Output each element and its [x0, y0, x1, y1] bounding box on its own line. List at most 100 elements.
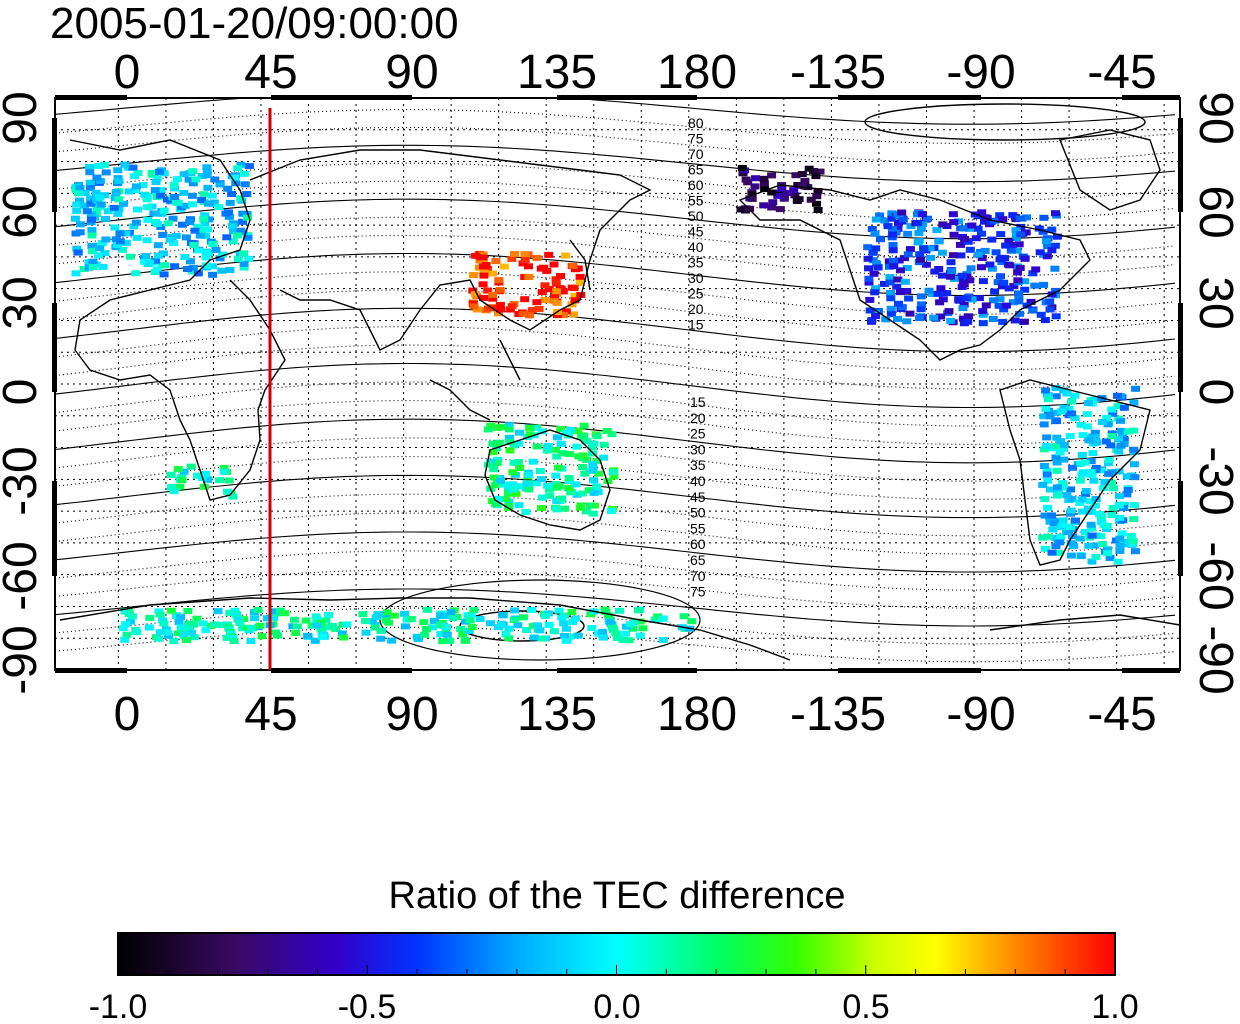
tec-patch-cell [962, 295, 972, 302]
tec-patch-cell [959, 281, 969, 288]
tec-patch-cell [813, 188, 823, 195]
tec-patch-cell [905, 310, 915, 317]
tec-patch-cell [448, 615, 458, 622]
tec-patch-cell [1009, 283, 1019, 290]
tec-patch-cell [1066, 540, 1076, 547]
right-tick-label: -90 [1189, 625, 1240, 694]
tec-patch-cell [566, 489, 576, 495]
tec-patch-cell [1059, 441, 1069, 448]
tec-patch-cell [561, 308, 571, 315]
tec-patch-cell [1053, 488, 1063, 495]
tec-patch-cell [188, 201, 197, 208]
tec-patch-cell [885, 279, 895, 286]
tec-patch-cell [918, 221, 928, 228]
tec-patch-cell [938, 221, 948, 228]
tec-patch-cell [197, 227, 206, 233]
right-tick-label: -30 [1189, 446, 1240, 515]
tec-patch-cell [575, 504, 585, 511]
tec-patch-cell [331, 626, 341, 632]
tec-patch-cell [635, 632, 645, 639]
contour-line [54, 289, 1176, 334]
contour-label: 20 [690, 410, 706, 426]
tec-patch-cell [956, 252, 966, 259]
tec-patch-cell [532, 299, 542, 306]
tec-patch-cell [495, 287, 505, 294]
tec-patch-cell [1058, 521, 1068, 528]
tec-patch-cell [613, 635, 623, 641]
tec-patch-cell [88, 264, 98, 270]
tec-patch-cell [999, 279, 1009, 286]
tec-patch-cell [606, 508, 616, 514]
top-tick-label: -45 [1087, 46, 1156, 99]
tec-patch-cell [438, 638, 448, 645]
tec-patch-cell [74, 190, 83, 197]
tec-patch-cell [131, 270, 141, 277]
tec-patch-cell [166, 607, 176, 614]
tec-patch-cell [782, 189, 792, 196]
tec-patch-cell [100, 215, 110, 222]
tec-patch-cell [587, 625, 597, 631]
tec-patch-cell [115, 230, 125, 237]
tec-patch-cell [813, 207, 823, 213]
tec-patch-cell [187, 629, 196, 636]
tec-patch-cell [900, 278, 910, 285]
colorbar-tick-marks [117, 965, 1116, 975]
tec-patch-cell [120, 636, 130, 643]
tec-patch-cell [1016, 223, 1026, 230]
tec-patch-cell [867, 317, 877, 324]
contour-label: 35 [688, 255, 704, 271]
tec-patch-cell [217, 267, 227, 274]
axis-tick-bars [52, 95, 1183, 673]
tec-patch-cell [514, 502, 524, 509]
tec-patch-cell [1114, 502, 1124, 509]
tec-patch-cell [948, 252, 958, 259]
tec-patch-cell [488, 270, 497, 277]
contour-label: 35 [690, 457, 706, 473]
colorbar-tick-label: 0.5 [842, 988, 889, 1024]
tec-patch-cell [497, 620, 506, 627]
tec-patch-cell [73, 249, 83, 256]
tec-patch-cell [599, 634, 608, 641]
contour-label: 30 [688, 270, 704, 286]
contour-label: 80 [688, 115, 704, 131]
tec-patch-cell [759, 175, 769, 182]
tec-patch-cell [535, 468, 545, 474]
tec-patch-cell [465, 617, 475, 624]
tec-patch-cell [1079, 469, 1088, 476]
tec-patch-cell [96, 201, 106, 208]
tec-patch-cell [120, 161, 130, 168]
tec-patch-cell [895, 267, 905, 274]
bottom-tick-label: 90 [385, 688, 438, 741]
tec-patch-cell [987, 265, 997, 272]
tec-patch-cell [469, 272, 479, 279]
tec-patch-cell [229, 228, 239, 235]
tec-patch-cell [1043, 533, 1053, 540]
tec-patch-cell [539, 264, 549, 271]
tec-patch-cell [556, 440, 566, 447]
tec-patch-cell [1039, 413, 1049, 420]
tec-patch-cell [601, 608, 611, 615]
tec-patch-cell [535, 627, 545, 634]
tec-patch-cell [545, 492, 555, 499]
tec-patch-cell [72, 207, 82, 214]
tec-patch-cell [924, 287, 934, 294]
tec-patch-cell [163, 220, 173, 227]
contour-line [54, 307, 1176, 353]
tec-patch-cell [162, 196, 172, 203]
tec-patch-cell [1042, 467, 1052, 474]
tec-patch-cell [995, 212, 1005, 219]
contour-line [54, 216, 1176, 259]
tec-patch-cell [815, 168, 825, 175]
tec-patch-cell [1066, 507, 1076, 514]
tec-patch-cell [467, 624, 477, 631]
tec-patch-cell [493, 456, 503, 463]
tec-patch-cell [184, 620, 194, 627]
contour-label: 65 [690, 552, 706, 568]
top-tick-label: 180 [657, 46, 737, 99]
tec-patch-cell [509, 459, 519, 466]
contour-line [54, 97, 1176, 125]
tec-patch-cell [1108, 504, 1118, 511]
tec-patch-cell [913, 239, 923, 246]
tec-patch-cell [492, 460, 502, 466]
tec-patch-cell [976, 264, 986, 271]
